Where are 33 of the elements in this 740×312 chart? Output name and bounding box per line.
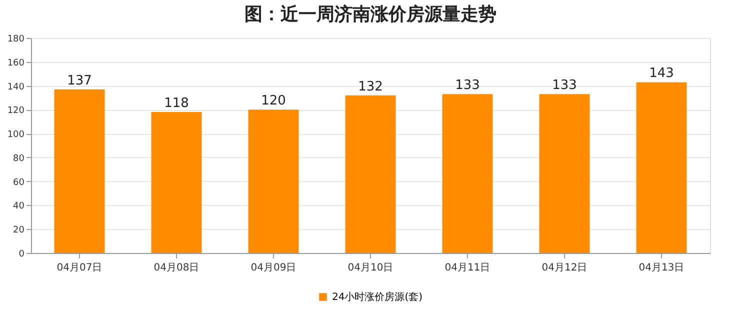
x-tick-label: 04月11日 [444,262,490,274]
bar [539,94,590,253]
bar [636,82,687,253]
x-tick-label: 04月08日 [154,262,200,274]
y-tick-label: 20 [13,226,25,236]
x-tick-label: 04月13日 [638,262,684,274]
bar [345,95,396,253]
y-tick-label: 40 [13,202,25,212]
y-tick-label: 140 [7,82,25,92]
x-tick-label: 04月12日 [542,262,588,274]
y-tick-label: 160 [7,58,25,68]
data-label: 133 [455,78,480,94]
bar [248,110,299,253]
y-tick-label: 0 [18,250,25,260]
data-label: 132 [358,79,383,94]
bar [54,89,105,253]
data-label: 120 [261,94,286,109]
y-tick-label: 100 [7,130,25,140]
x-tick-label: 04月09日 [250,262,296,274]
data-label: 143 [649,66,674,82]
bar [442,94,493,253]
x-tick-label: 04月10日 [348,262,394,274]
data-label: 137 [67,73,92,88]
y-tick-label: 180 [7,34,25,44]
chart-title: 图：近一周济南涨价房源量走势 [244,4,496,25]
legend-label: 24小时涨价房源(套) [332,291,423,303]
y-tick-label: 80 [13,154,25,164]
bar [151,112,202,253]
data-label: 118 [164,96,189,112]
data-label: 133 [552,78,577,94]
x-tick-label: 04月07日 [56,262,102,274]
y-tick-label: 120 [7,106,25,116]
y-tick-label: 60 [13,178,25,188]
